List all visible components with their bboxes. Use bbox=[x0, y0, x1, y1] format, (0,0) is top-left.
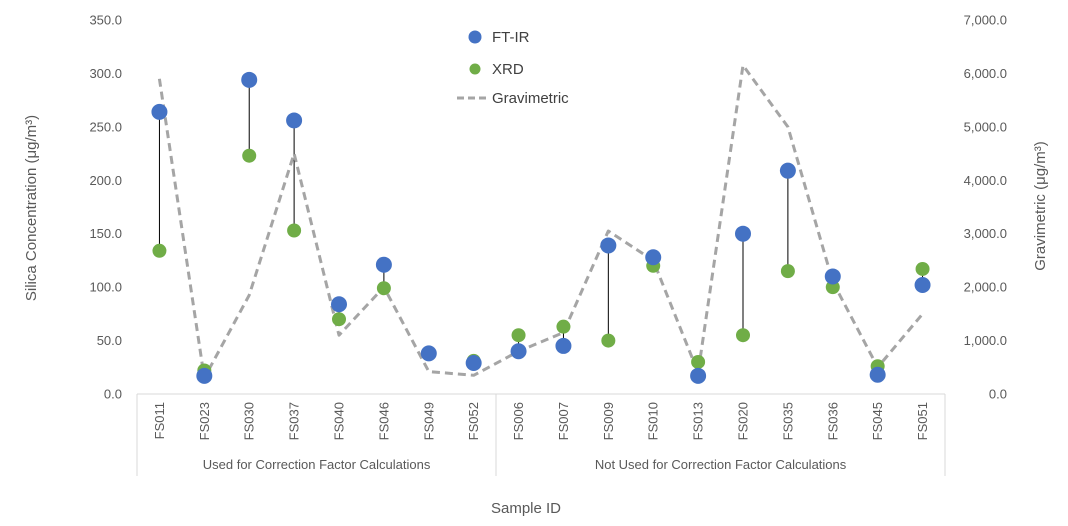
x-tick-label-fs030: FS030 bbox=[242, 402, 257, 440]
x-tick-label-fs009: FS009 bbox=[601, 402, 616, 440]
x-tick-label-fs007: FS007 bbox=[556, 402, 571, 440]
point-xrd-fs040 bbox=[332, 312, 346, 327]
right-tick-label: 5,000.0 bbox=[964, 119, 1007, 134]
point-xrd-fs007 bbox=[556, 319, 571, 334]
point-ft-ir-fs046 bbox=[375, 256, 392, 273]
point-ft-ir-fs040 bbox=[331, 296, 347, 313]
point-ft-ir-fs049 bbox=[420, 345, 437, 362]
point-ft-ir-fs009 bbox=[600, 237, 617, 254]
point-xrd-fs006 bbox=[511, 328, 526, 343]
x-tick-label-fs052: FS052 bbox=[466, 402, 481, 440]
point-ft-ir-fs023 bbox=[196, 367, 213, 384]
connector-lines bbox=[158, 79, 924, 376]
point-ft-ir-fs051 bbox=[914, 277, 931, 294]
x-axis-title: Sample ID bbox=[491, 500, 561, 517]
point-xrd-fs011 bbox=[152, 243, 167, 258]
point-ft-ir-fs030 bbox=[241, 71, 258, 88]
left-axis-ticks: 0.0 50.0 100.0 150.0 200.0 250.0 300.0 350.0 bbox=[89, 13, 122, 402]
x-tick-label-fs037: FS037 bbox=[287, 402, 302, 440]
x-tick-label-fs020: FS020 bbox=[736, 402, 751, 440]
point-xrd-fs046 bbox=[376, 281, 391, 296]
group-label-used-for-correction-factor-calculations: Used for Correction Factor Calculations bbox=[203, 457, 431, 472]
y-axis-title-left: Silica Concentration (μg/m³) bbox=[23, 115, 40, 301]
point-xrd-fs030 bbox=[242, 148, 257, 163]
axes bbox=[136, 393, 946, 476]
right-axis-ticks: 0.0 1,000.0 2,000.0 3,000.0 4,000.0 5,000.0 6,… bbox=[964, 13, 1007, 402]
legend-label-ftir: FT-IR bbox=[492, 29, 530, 46]
x-tick-label-fs045: FS045 bbox=[870, 402, 885, 440]
series-lines bbox=[157, 63, 924, 380]
point-ft-ir-fs011 bbox=[151, 103, 168, 120]
right-tick-label: 6,000.0 bbox=[964, 66, 1007, 81]
markers bbox=[151, 71, 931, 384]
point-xrd-fs013 bbox=[691, 354, 706, 369]
x-axis-ticks: FS011 FS023 FS030 FS037 FS040 FS046 FS049 FS052… bbox=[152, 402, 930, 440]
right-tick-label: 3,000.0 bbox=[964, 226, 1007, 241]
point-xrd-fs035 bbox=[780, 264, 795, 279]
point-ft-ir-fs010 bbox=[645, 249, 662, 266]
point-ft-ir-fs013 bbox=[690, 367, 707, 384]
x-tick-label-fs011: FS011 bbox=[152, 402, 167, 439]
x-tick-label-fs035: FS035 bbox=[780, 402, 795, 440]
right-tick-label: 7,000.0 bbox=[964, 13, 1007, 28]
category-group-labels: Used for Correction Factor Calculations N… bbox=[203, 457, 847, 472]
series-line-gravimetric bbox=[157, 63, 924, 380]
x-tick-label-fs040: FS040 bbox=[332, 402, 347, 440]
legend-marker-ftir bbox=[468, 30, 482, 44]
legend-marker-xrd bbox=[469, 63, 481, 75]
point-ft-ir-fs052 bbox=[465, 355, 482, 372]
point-ft-ir-fs035 bbox=[779, 162, 796, 179]
left-tick-label: 200.0 bbox=[89, 173, 122, 188]
point-xrd-fs009 bbox=[601, 333, 616, 348]
left-tick-label: 50.0 bbox=[97, 333, 122, 348]
point-ft-ir-fs037 bbox=[286, 112, 303, 129]
x-tick-label-fs036: FS036 bbox=[825, 402, 840, 440]
right-tick-label: 4,000.0 bbox=[964, 173, 1007, 188]
x-tick-label-fs049: FS049 bbox=[421, 402, 436, 440]
point-xrd-fs037 bbox=[287, 223, 302, 238]
point-xrd-fs020 bbox=[736, 328, 750, 343]
point-xrd-fs051 bbox=[915, 261, 930, 276]
x-tick-label-fs046: FS046 bbox=[376, 402, 391, 440]
point-ft-ir-fs020 bbox=[735, 225, 751, 242]
point-ft-ir-fs006 bbox=[510, 343, 527, 360]
legend-label-gravimetric: Gravimetric bbox=[492, 90, 569, 107]
left-tick-label: 350.0 bbox=[89, 13, 122, 28]
point-ft-ir-fs045 bbox=[869, 366, 886, 383]
left-tick-label: 150.0 bbox=[89, 226, 122, 241]
x-tick-label-fs006: FS006 bbox=[511, 402, 526, 440]
y-axis-title-right: Gravimetric (μg/m³) bbox=[1032, 141, 1049, 270]
point-ft-ir-fs036 bbox=[824, 268, 841, 285]
left-tick-label: 300.0 bbox=[89, 66, 122, 81]
x-tick-label-fs010: FS010 bbox=[646, 402, 661, 440]
x-tick-label-fs051: FS051 bbox=[915, 402, 930, 440]
legend: FT-IR XRD Gravimetric bbox=[457, 29, 569, 107]
x-tick-label-fs023: FS023 bbox=[197, 402, 212, 440]
legend-label-xrd: XRD bbox=[492, 61, 524, 78]
x-tick-label-fs013: FS013 bbox=[691, 402, 706, 440]
group-label-not-used-for-correction-factor-calculations: Not Used for Correction Factor Calculati… bbox=[595, 457, 847, 472]
right-tick-label: 2,000.0 bbox=[964, 280, 1007, 295]
left-tick-label: 100.0 bbox=[89, 280, 122, 295]
right-tick-label: 0.0 bbox=[989, 387, 1007, 402]
right-tick-label: 1,000.0 bbox=[964, 333, 1007, 348]
point-ft-ir-fs007 bbox=[555, 337, 572, 354]
left-tick-label: 250.0 bbox=[89, 119, 122, 134]
left-tick-label: 0.0 bbox=[104, 387, 122, 402]
